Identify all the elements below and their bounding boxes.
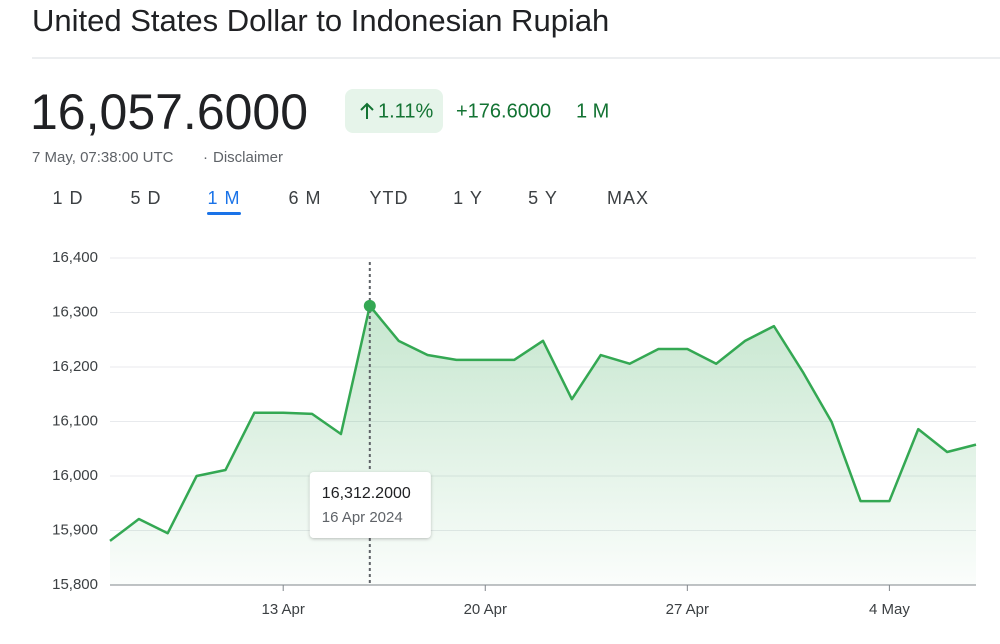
x-tick-label: 13 Apr: [262, 601, 305, 618]
y-tick-label: 15,900: [52, 521, 98, 538]
hover-point: [363, 299, 376, 312]
tooltip-value: 16,312.2000: [322, 485, 411, 502]
range-tab[interactable]: 1 M: [207, 188, 240, 208]
x-tick-label: 20 Apr: [464, 601, 507, 618]
x-tick-label: 4 May: [869, 601, 910, 618]
tooltip-date: 16 Apr 2024: [322, 509, 403, 526]
change-absolute: +176.6000: [456, 100, 551, 122]
change-badge: [345, 89, 443, 133]
range-tab[interactable]: 1 D: [52, 188, 83, 208]
y-tick-label: 16,400: [52, 249, 98, 266]
up-arrow-icon: [360, 102, 374, 119]
x-tick-label: 27 Apr: [666, 601, 709, 618]
selected-tab-underline: [207, 212, 241, 215]
timestamp: 7 May, 07:38:00 UTC: [32, 149, 174, 166]
chart: 15,800 15,900 16,000 16,100 16,200 16,300 16,4…: [52, 249, 977, 618]
range-tab[interactable]: YTD: [370, 188, 409, 208]
change-percent: 1.11%: [378, 100, 433, 122]
range-tab[interactable]: 1 Y: [453, 188, 483, 208]
tooltip-box: [309, 472, 431, 538]
area-fill: [110, 305, 976, 585]
price: 16,057.6000: [30, 84, 308, 140]
y-tick-label: 16,100: [52, 412, 98, 429]
disclaimer-link[interactable]: Disclaimer: [213, 149, 283, 166]
price-line: [109, 304, 977, 542]
range-tabs: 1 D 5 D 1 M 6 M YTD 1 Y 5 Y MAX: [52, 188, 649, 215]
y-tick-label: 15,800: [52, 576, 98, 593]
y-tick-label: 16,200: [52, 358, 98, 375]
separator: ·: [203, 149, 208, 166]
change-period: 1 M: [576, 100, 609, 122]
range-tab[interactable]: 5 D: [130, 188, 161, 208]
y-tick-label: 16,000: [52, 467, 98, 484]
page-title: United States Dollar to Indonesian Rupia…: [32, 3, 609, 38]
range-tab[interactable]: 6 M: [288, 188, 321, 208]
range-tab[interactable]: 5 Y: [528, 188, 558, 208]
y-tick-label: 16,300: [52, 303, 98, 320]
range-tab[interactable]: MAX: [607, 188, 649, 208]
